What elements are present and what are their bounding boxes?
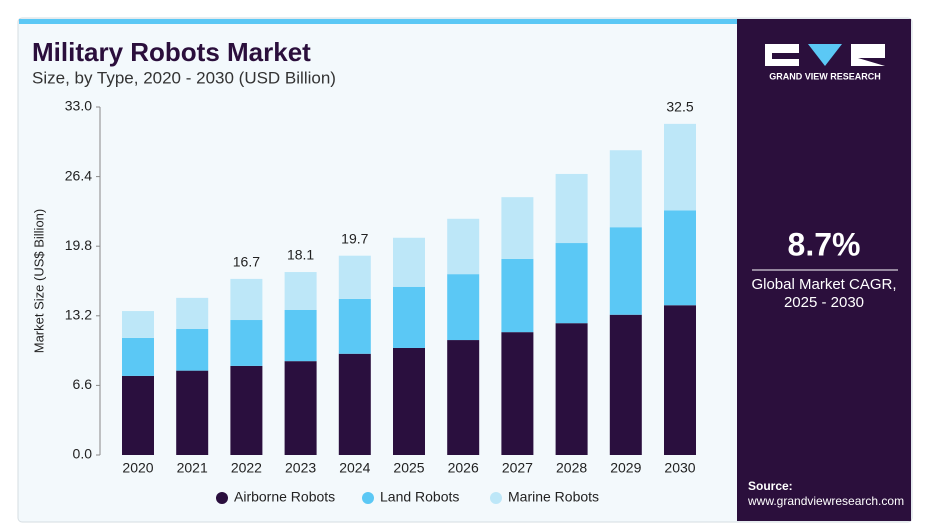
x-tick-label: 2028 xyxy=(556,460,587,476)
bar-segment xyxy=(501,332,534,455)
x-tick-label: 2025 xyxy=(393,460,424,476)
bar-segment xyxy=(230,320,263,366)
legend-label: Marine Robots xyxy=(508,489,599,505)
total-label: 18.1 xyxy=(287,247,314,263)
chart-title: Military Robots Market xyxy=(32,37,311,67)
x-tick-label: 2029 xyxy=(610,460,641,476)
x-tick-label: 2021 xyxy=(177,460,208,476)
bar-segment xyxy=(664,305,696,455)
x-tick-label: 2030 xyxy=(664,460,695,476)
bar-segment xyxy=(338,255,371,299)
bar-segment xyxy=(609,227,642,315)
bar-segment xyxy=(176,297,209,329)
source-label: Source: xyxy=(748,479,793,493)
legend-label: Airborne Robots xyxy=(234,489,335,505)
y-axis-label: Market Size (US$ Billion) xyxy=(31,209,46,354)
x-tick-label: 2022 xyxy=(231,460,262,476)
brand: GRAND VIEW RESEARCH xyxy=(769,71,881,81)
legend-swatch xyxy=(490,492,502,504)
y-tick-label: 26.4 xyxy=(65,167,92,183)
x-tick-label: 2020 xyxy=(122,460,153,476)
x-tick-label: 2026 xyxy=(448,460,479,476)
bar-segment xyxy=(284,310,317,362)
bar-segment xyxy=(122,311,154,338)
x-tick-label: 2027 xyxy=(502,460,533,476)
bar-segment xyxy=(122,375,154,455)
bar-segment xyxy=(555,323,588,455)
bar-segment xyxy=(338,298,371,354)
y-tick-label: 0.0 xyxy=(73,446,93,462)
total-label: 32.5 xyxy=(666,99,693,115)
bar-segment xyxy=(447,218,480,275)
cagr-label: Global Market CAGR, xyxy=(751,276,896,293)
bar-segment xyxy=(501,197,534,259)
bar-segment xyxy=(664,210,696,306)
bar-segment xyxy=(176,328,209,371)
bar-segment xyxy=(447,274,480,341)
bar-segment xyxy=(122,337,154,376)
bar-segment xyxy=(393,286,425,348)
y-tick-label: 13.2 xyxy=(65,307,92,323)
bar-segment xyxy=(447,340,480,455)
cagr-period: 2025 - 2030 xyxy=(784,294,864,311)
y-tick-label: 33.0 xyxy=(65,98,92,114)
cagr-value: 8.7% xyxy=(788,226,861,262)
total-label: 16.7 xyxy=(233,254,260,270)
bar-segment xyxy=(393,347,425,455)
logo xyxy=(765,44,885,66)
bar-segment xyxy=(555,243,588,324)
bar-segment xyxy=(609,314,642,455)
bar-segment xyxy=(176,370,209,455)
total-label: 19.7 xyxy=(341,230,368,246)
bar-segment xyxy=(230,278,263,321)
bar-segment xyxy=(609,150,642,228)
bar-segment xyxy=(555,173,588,244)
legend-swatch xyxy=(362,492,374,504)
y-tick-label: 6.6 xyxy=(73,376,93,392)
bar-segment xyxy=(664,123,696,211)
x-tick-label: 2023 xyxy=(285,460,316,476)
legend-label: Land Robots xyxy=(380,489,459,505)
chart-subtitle: Size, by Type, 2020 - 2030 (USD Billion) xyxy=(32,68,336,87)
bar-segment xyxy=(284,272,317,310)
top-strip xyxy=(19,19,737,24)
y-tick-label: 19.8 xyxy=(65,237,92,253)
x-tick-label: 2024 xyxy=(339,460,370,476)
bar-segment xyxy=(230,365,263,455)
bar-segment xyxy=(284,361,317,455)
source-url: www.grandviewresearch.com xyxy=(747,494,904,508)
legend-swatch xyxy=(216,492,228,504)
bar-segment xyxy=(501,258,534,333)
bar-segment xyxy=(338,353,371,455)
bar-segment xyxy=(393,237,425,287)
